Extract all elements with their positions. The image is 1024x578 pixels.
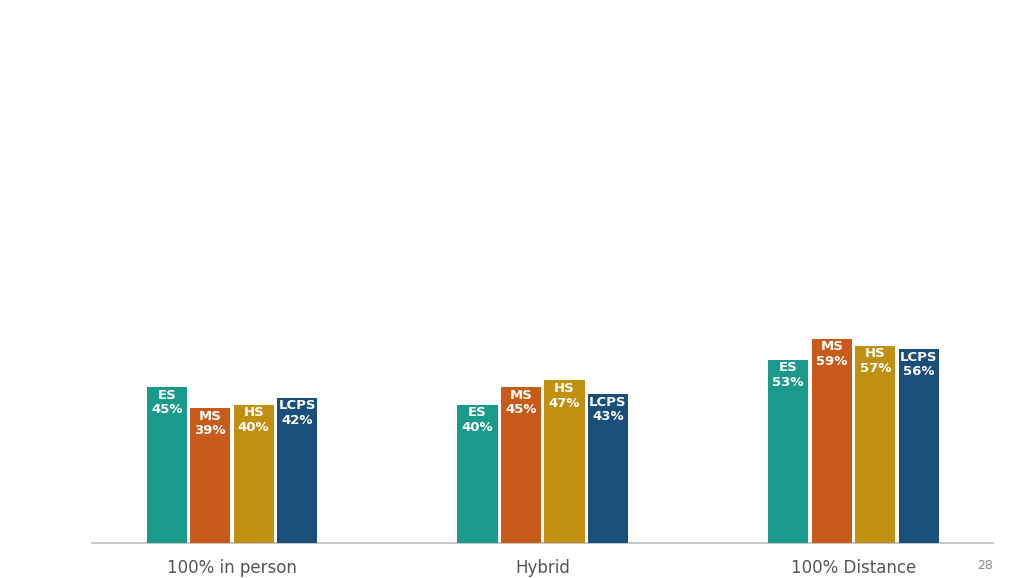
- Text: distance learning: distance learning: [13, 81, 231, 101]
- Bar: [278, 398, 317, 543]
- Bar: [233, 405, 274, 543]
- Bar: [855, 346, 895, 543]
- Text: LCPS
43%: LCPS 43%: [589, 396, 627, 424]
- Text: HS
47%: HS 47%: [549, 382, 581, 410]
- Text: A majority of school staff at all levels are comfortable with 100%: A majority of school staff at all levels…: [13, 27, 830, 47]
- Text: MS
39%: MS 39%: [195, 410, 226, 438]
- Text: MS
45%: MS 45%: [505, 389, 537, 417]
- Bar: [545, 380, 585, 543]
- Bar: [898, 349, 939, 543]
- Text: 28: 28: [977, 560, 993, 572]
- Bar: [190, 408, 230, 543]
- Bar: [811, 339, 852, 543]
- Text: MS
59%: MS 59%: [816, 340, 848, 368]
- Text: HS
40%: HS 40%: [238, 406, 269, 434]
- Text: ES
45%: ES 45%: [151, 389, 182, 417]
- Bar: [768, 360, 808, 543]
- Text: LCPS
42%: LCPS 42%: [279, 399, 316, 427]
- Text: HS
57%: HS 57%: [859, 347, 891, 375]
- Text: ES
53%: ES 53%: [772, 361, 804, 389]
- Bar: [588, 394, 628, 543]
- Text: LCPS
56%: LCPS 56%: [900, 351, 937, 379]
- Text: ES
40%: ES 40%: [462, 406, 494, 434]
- Bar: [501, 387, 541, 543]
- Bar: [458, 405, 498, 543]
- Bar: [146, 387, 187, 543]
